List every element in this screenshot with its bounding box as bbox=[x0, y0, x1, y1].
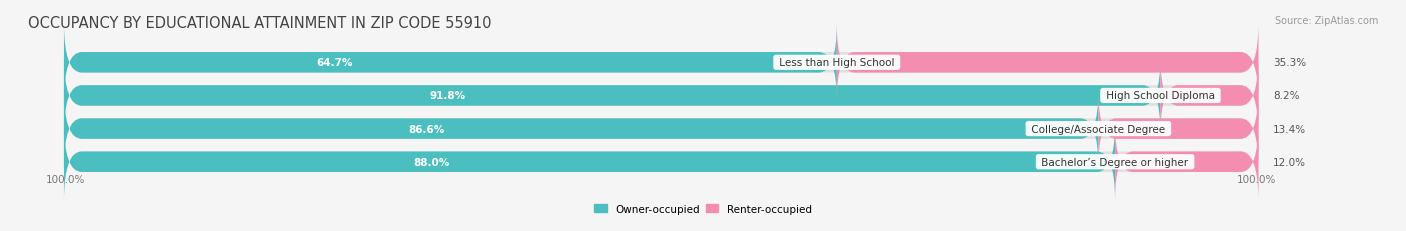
Text: 91.8%: 91.8% bbox=[430, 91, 465, 101]
FancyBboxPatch shape bbox=[63, 24, 1258, 102]
FancyBboxPatch shape bbox=[63, 90, 1098, 168]
FancyBboxPatch shape bbox=[63, 57, 1258, 135]
Text: 100.0%: 100.0% bbox=[1237, 174, 1277, 184]
Text: 64.7%: 64.7% bbox=[316, 58, 353, 68]
FancyBboxPatch shape bbox=[1160, 57, 1258, 135]
Text: 100.0%: 100.0% bbox=[46, 174, 86, 184]
Text: OCCUPANCY BY EDUCATIONAL ATTAINMENT IN ZIP CODE 55910: OCCUPANCY BY EDUCATIONAL ATTAINMENT IN Z… bbox=[28, 16, 492, 31]
Text: Less than High School: Less than High School bbox=[776, 58, 897, 68]
FancyBboxPatch shape bbox=[1115, 123, 1258, 201]
Text: 35.3%: 35.3% bbox=[1272, 58, 1306, 68]
FancyBboxPatch shape bbox=[1098, 90, 1258, 168]
FancyBboxPatch shape bbox=[63, 24, 837, 102]
Text: College/Associate Degree: College/Associate Degree bbox=[1028, 124, 1168, 134]
Text: 12.0%: 12.0% bbox=[1272, 157, 1306, 167]
Legend: Owner-occupied, Renter-occupied: Owner-occupied, Renter-occupied bbox=[595, 204, 811, 214]
Text: 86.6%: 86.6% bbox=[408, 124, 444, 134]
Text: Bachelor’s Degree or higher: Bachelor’s Degree or higher bbox=[1039, 157, 1192, 167]
Text: 8.2%: 8.2% bbox=[1272, 91, 1299, 101]
Text: 13.4%: 13.4% bbox=[1272, 124, 1306, 134]
FancyBboxPatch shape bbox=[63, 57, 1160, 135]
FancyBboxPatch shape bbox=[63, 90, 1258, 168]
Text: High School Diploma: High School Diploma bbox=[1102, 91, 1218, 101]
FancyBboxPatch shape bbox=[837, 24, 1258, 102]
Text: 88.0%: 88.0% bbox=[413, 157, 450, 167]
FancyBboxPatch shape bbox=[63, 123, 1115, 201]
FancyBboxPatch shape bbox=[63, 123, 1258, 201]
Text: Source: ZipAtlas.com: Source: ZipAtlas.com bbox=[1274, 16, 1378, 26]
